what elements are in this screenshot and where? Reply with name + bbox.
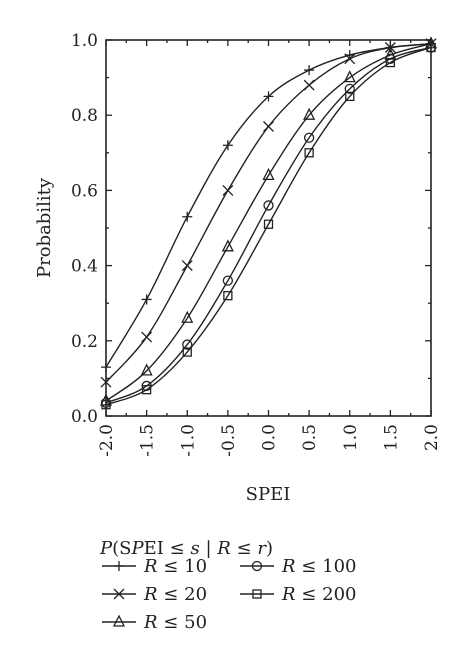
data-point xyxy=(344,53,356,65)
series-line xyxy=(105,46,432,404)
series-line xyxy=(105,43,432,368)
data-point xyxy=(141,331,153,343)
legend-marker xyxy=(251,560,263,572)
x-tick-label: 0.5 xyxy=(300,424,320,451)
legend-marker xyxy=(114,561,124,571)
legend-entry-1: R ≤ 10 xyxy=(102,556,207,577)
series-2 xyxy=(100,38,437,388)
data-point xyxy=(140,363,153,376)
legend-label: R ≤ 20 xyxy=(143,584,207,605)
legend-marker xyxy=(113,588,125,600)
data-point xyxy=(222,275,234,286)
data-point xyxy=(222,140,233,151)
data-point xyxy=(345,91,355,102)
data-point xyxy=(222,184,234,196)
x-tick-label: 0.0 xyxy=(260,424,280,451)
data-point xyxy=(304,148,314,158)
x-tick-label: -1.0 xyxy=(178,424,198,457)
y-tick-label: 1.0 xyxy=(71,31,98,51)
x-tick-label: -0.5 xyxy=(219,424,239,457)
legend-label: R ≤ 50 xyxy=(143,612,207,633)
legend-entry-5: R ≤ 200 xyxy=(240,584,356,605)
x-tick-label: 1.0 xyxy=(341,424,361,451)
legend-entry-2: R ≤ 20 xyxy=(102,584,207,605)
series-line xyxy=(105,43,432,402)
legend-title: P(SPEI ≤ s | R ≤ r) xyxy=(99,538,273,559)
data-point xyxy=(344,83,355,95)
data-point xyxy=(221,239,234,252)
legend: P(SPEI ≤ s | R ≤ r) R ≤ 10 R ≤ 20 R ≤ 50 R … xyxy=(99,538,356,633)
x-axis-label: SPEI xyxy=(246,484,291,505)
data-point xyxy=(263,91,274,102)
data-point xyxy=(100,376,112,388)
data-point xyxy=(101,400,111,410)
legend-entry-4: R ≤ 100 xyxy=(240,556,356,577)
legend-label: R ≤ 10 xyxy=(143,556,207,577)
legend-label: R ≤ 200 xyxy=(281,584,356,605)
data-point xyxy=(426,42,436,53)
y-tick-label: 0.2 xyxy=(71,332,98,352)
data-point xyxy=(181,260,193,272)
data-point xyxy=(303,107,316,120)
data-point xyxy=(141,294,152,305)
data-point xyxy=(101,362,111,373)
data-point xyxy=(181,310,194,323)
data-point xyxy=(303,79,315,91)
y-tick-label: 0.6 xyxy=(71,181,98,201)
series-line xyxy=(105,43,432,383)
legend-label: R ≤ 100 xyxy=(281,556,356,577)
x-tick-label: -2.0 xyxy=(97,424,117,457)
y-axis-label: Probability xyxy=(34,177,55,278)
data-point xyxy=(303,132,315,143)
data-point xyxy=(263,219,274,229)
data-point xyxy=(385,57,396,68)
y-tick-label: 0.8 xyxy=(71,106,98,126)
y-tick-label: 0.0 xyxy=(71,407,98,427)
legend-marker xyxy=(252,589,262,599)
data-point xyxy=(304,65,315,76)
legend-entry-3: R ≤ 50 xyxy=(102,612,207,633)
series-line xyxy=(105,46,432,406)
legend-marker xyxy=(112,614,126,627)
data-point xyxy=(262,167,275,181)
data-point xyxy=(223,291,233,301)
data-point xyxy=(182,339,193,350)
data-point xyxy=(263,200,274,211)
x-tick-label: -1.5 xyxy=(138,424,158,457)
x-tick-label: 1.5 xyxy=(381,424,401,451)
data-point xyxy=(343,70,356,83)
data-point xyxy=(141,385,152,395)
y-tick-label: 0.4 xyxy=(71,257,98,277)
data-point xyxy=(384,42,396,53)
data-point xyxy=(263,121,274,132)
data-point xyxy=(182,211,193,222)
data-point xyxy=(182,347,192,357)
x-tick-label: 2.0 xyxy=(422,424,442,451)
series-5 xyxy=(101,42,436,410)
plot-area: -2.0 -1.5 -1.0 -0.5 0.0 0.5 1.0 1.5 2.0 0.0 0.2 0.4… xyxy=(71,31,442,457)
data-point xyxy=(99,393,113,406)
